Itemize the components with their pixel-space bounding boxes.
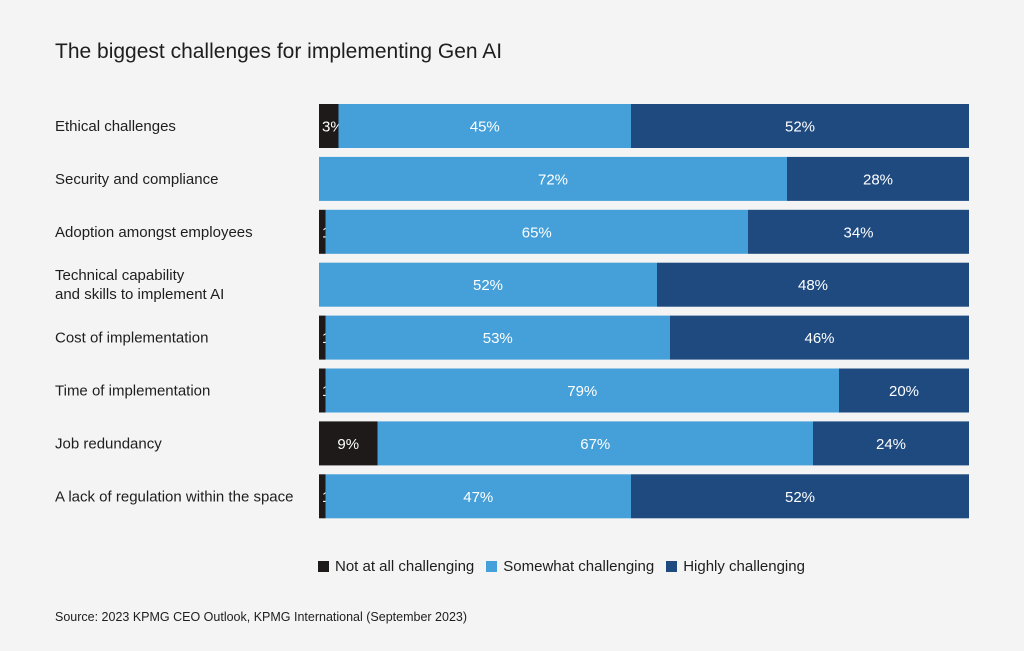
bar-segment [319, 262, 657, 307]
category-label: Adoption amongst employees [55, 224, 253, 241]
category-label: Security and compliance [55, 171, 218, 188]
bar-segment [319, 156, 787, 201]
legend-item: Highly challenging [666, 558, 805, 575]
bar-segment [325, 474, 631, 519]
data-label: 34% [843, 224, 873, 241]
bar-segment [631, 104, 969, 148]
data-label: 28% [863, 171, 893, 188]
bar-segment [325, 368, 839, 413]
legend: Not at all challenging Somewhat challengi… [318, 558, 805, 575]
data-label: 79% [567, 383, 597, 400]
bar-segment [670, 315, 969, 360]
bar-segment [748, 209, 969, 254]
category-label: Time of implementation [55, 383, 210, 400]
legend-item: Somewhat challenging [486, 558, 654, 575]
data-label: 67% [580, 436, 610, 453]
chart-title: The biggest challenges for implementing … [55, 40, 503, 63]
category-label: Ethical challenges [55, 118, 176, 135]
data-label: 46% [804, 330, 834, 347]
data-label: 48% [798, 277, 828, 294]
data-label: 72% [538, 171, 568, 188]
bar-segment [319, 209, 326, 254]
data-label: 47% [463, 489, 493, 506]
bar-segment [839, 368, 969, 413]
data-label: 65% [522, 224, 552, 241]
bar-segment [319, 474, 326, 519]
data-label: 20% [889, 383, 919, 400]
bar-segment [319, 368, 326, 413]
source-note: Source: 2023 KPMG CEO Outlook, KPMG Inte… [55, 610, 468, 624]
legend-swatch [486, 561, 498, 572]
legend-item: Not at all challenging [318, 558, 474, 575]
legend-label: Highly challenging [683, 558, 805, 575]
data-label: 53% [483, 330, 513, 347]
bar-segment [325, 315, 670, 360]
legend-label: Somewhat challenging [503, 558, 655, 575]
category-label: A lack of regulation within the space [55, 488, 293, 505]
category-label: Job redundancy [55, 435, 162, 452]
data-label: 52% [785, 119, 815, 136]
bar-segment [787, 156, 969, 201]
bar-segment [319, 315, 326, 360]
data-label: 52% [473, 277, 503, 294]
bar-segment [325, 209, 748, 254]
legend-swatch [318, 561, 329, 572]
data-label: 45% [470, 119, 500, 136]
bar-segment [377, 421, 813, 466]
legend-swatch [666, 561, 678, 572]
legend-label: Not at all challenging [335, 558, 475, 575]
bar-segment [338, 104, 631, 148]
data-label: 9% [337, 436, 359, 453]
category-label: Technical capability and skills to implem… [55, 267, 224, 303]
bar-segment [813, 421, 969, 466]
bar-segment [319, 421, 378, 466]
bar-segment [319, 104, 339, 148]
data-label: 24% [876, 436, 906, 453]
category-label: Cost of implementation [55, 330, 208, 347]
bar-segment [657, 262, 969, 307]
data-label: 3% [322, 119, 344, 136]
bar-segment [631, 474, 969, 519]
data-label: 52% [785, 489, 815, 506]
